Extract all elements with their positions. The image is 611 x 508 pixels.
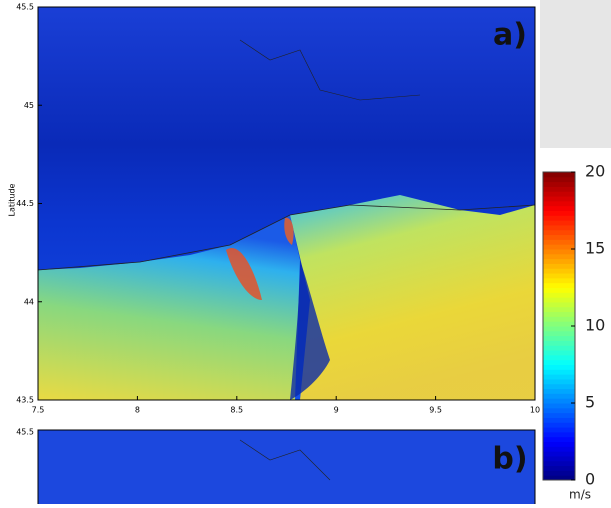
colorbar-cell <box>543 422 575 427</box>
y-tick-label: 44.5 <box>16 199 34 208</box>
colorbar-cell <box>543 292 575 297</box>
colorbar-cell <box>543 408 575 413</box>
colorbar-cell <box>543 345 575 350</box>
y-tick-label: 44 <box>24 297 34 306</box>
colorbar-cell <box>543 326 575 331</box>
colorbar-cell <box>543 235 575 240</box>
colorbar-unit: m/s <box>569 488 591 502</box>
x-tick-label: 9.5 <box>429 406 442 415</box>
y-tick-label: 45 <box>24 101 34 110</box>
map-a <box>38 7 535 400</box>
colorbar-cell <box>543 312 575 317</box>
colorbar-cell <box>543 273 575 278</box>
colorbar-cell <box>543 470 575 475</box>
colorbar-cell <box>543 355 575 360</box>
colorbar-cell <box>543 244 575 249</box>
colorbar-cell <box>543 427 575 432</box>
colorbar-cell <box>543 360 575 365</box>
colorbar-cell <box>543 389 575 394</box>
colorbar-cell <box>543 268 575 273</box>
colorbar-cell <box>543 201 575 206</box>
colorbar-cell <box>543 432 575 437</box>
map-b <box>38 430 535 504</box>
colorbar-cell <box>543 283 575 288</box>
colorbar-tick-label: 20 <box>585 162 605 181</box>
figure: a) b) Latitude m/s 7.5 8 8.5 9 9.5 10 43.5 44 44… <box>0 0 611 504</box>
colorbar-cell <box>543 336 575 341</box>
colorbar-tick-label: 5 <box>585 393 595 412</box>
colorbar-cell <box>543 297 575 302</box>
colorbar-cell <box>543 288 575 293</box>
panel-label: a) <box>493 18 527 53</box>
colorbar-cell <box>543 263 575 268</box>
colorbar-cell <box>543 456 575 461</box>
colorbar-cell <box>543 172 575 177</box>
x-tick-label: 7.5 <box>32 406 45 415</box>
colorbar-cell <box>543 196 575 201</box>
y-tick-label: 45.5 <box>16 428 34 437</box>
colorbar-tick-label: 10 <box>585 316 605 335</box>
colorbar-cell <box>543 211 575 216</box>
colorbar-cell <box>543 239 575 244</box>
y-tick-label: 45.5 <box>16 3 34 12</box>
colorbar-cell <box>543 417 575 422</box>
colorbar-tick-label: 15 <box>585 239 605 258</box>
x-tick-label: 9 <box>334 406 339 415</box>
colorbar-cell <box>543 446 575 451</box>
colorbar-cell <box>543 331 575 336</box>
colorbar-cell <box>543 302 575 307</box>
colorbar-cell <box>543 466 575 471</box>
colorbar-cell <box>543 316 575 321</box>
colorbar-cell <box>543 225 575 230</box>
colorbar-cell <box>543 182 575 187</box>
colorbar-cell <box>543 413 575 418</box>
colorbar-cell <box>543 398 575 403</box>
colorbar-cell <box>543 230 575 235</box>
colorbar-cell <box>543 177 575 182</box>
colorbar-cell <box>543 403 575 408</box>
blank-area <box>540 0 611 148</box>
y-tick-label: 43.5 <box>16 396 34 405</box>
panel-label: b) <box>492 442 527 477</box>
page: a) b) Latitude m/s 7.5 8 8.5 9 9.5 10 43.5 44 44… <box>0 0 611 504</box>
colorbar-cell <box>543 350 575 355</box>
colorbar-cell <box>543 191 575 196</box>
colorbar-cell <box>543 451 575 456</box>
colorbar-cell <box>543 215 575 220</box>
x-tick-label: 8 <box>135 406 140 415</box>
x-tick-label: 10 <box>530 406 540 415</box>
colorbar-cell <box>543 321 575 326</box>
y-axis-label: Latitude <box>8 183 17 216</box>
colorbar-cell <box>543 442 575 447</box>
colorbar-cell <box>543 278 575 283</box>
colorbar-cell <box>543 393 575 398</box>
colorbar-cell <box>543 365 575 370</box>
colorbar-cell <box>543 461 575 466</box>
colorbar-cell <box>543 186 575 191</box>
colorbar-cell <box>543 307 575 312</box>
colorbar-cell <box>543 384 575 389</box>
colorbar-cell <box>543 379 575 384</box>
colorbar-cell <box>543 437 575 442</box>
colorbar-cell <box>543 369 575 374</box>
colorbar-cell <box>543 220 575 225</box>
colorbar-cell <box>543 206 575 211</box>
colorbar-cell <box>543 374 575 379</box>
x-tick-label: 8.5 <box>230 406 243 415</box>
colorbar-cell <box>543 249 575 254</box>
colorbar-cell <box>543 340 575 345</box>
colorbar-cell <box>543 259 575 264</box>
colorbar-cell <box>543 254 575 259</box>
colorbar-tick-label: 0 <box>585 470 595 489</box>
